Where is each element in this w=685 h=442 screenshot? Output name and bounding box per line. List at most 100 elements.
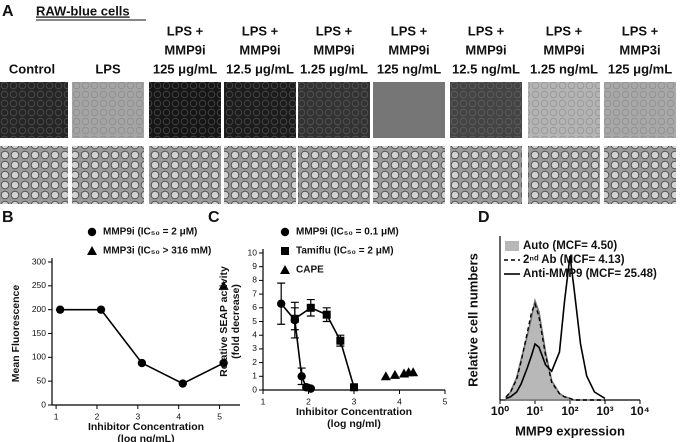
- legend-marker: [87, 246, 97, 255]
- point: [178, 379, 187, 388]
- legend-label: CAPE: [296, 265, 324, 276]
- column-label: LPS +: [622, 23, 659, 38]
- x-tick-label: 10²: [561, 404, 578, 418]
- line: [60, 308, 225, 385]
- y-tick-label: 8: [252, 275, 257, 285]
- micrograph-texture: [450, 82, 522, 138]
- x-axis-title: Inhibitor Concentration: [88, 421, 204, 433]
- y-axis-title: (fold decrease): [230, 284, 242, 359]
- column-label: 125 μg/mL: [608, 61, 672, 76]
- point: [336, 336, 345, 345]
- x-tick-label: 5: [443, 396, 448, 406]
- y-tick-label: 6: [252, 302, 257, 312]
- column-label: MMP3i: [619, 42, 660, 57]
- column-label: LPS +: [316, 23, 353, 38]
- x-tick-label: 5: [217, 411, 222, 421]
- legend-marker: [280, 265, 290, 274]
- y-tick-label: 200: [32, 304, 46, 314]
- column-label: LPS +: [167, 23, 204, 38]
- point: [380, 371, 391, 381]
- legend-marker: [87, 227, 97, 237]
- point: [322, 310, 331, 319]
- micrograph-texture: [528, 82, 600, 138]
- micrograph-texture: [604, 146, 676, 204]
- micrograph-texture: [528, 146, 600, 204]
- panel-letter: A: [2, 3, 14, 20]
- column-label: 1.25 ng/mL: [530, 61, 598, 76]
- point: [55, 305, 65, 314]
- column-label: LPS +: [391, 23, 428, 38]
- y-tick-label: 4: [252, 329, 257, 339]
- point: [277, 299, 286, 308]
- y-tick-label: 9: [252, 261, 257, 271]
- column-label: MMP9i: [543, 42, 584, 57]
- y-tick-label: 250: [32, 280, 46, 290]
- x-tick-label: 10¹: [526, 404, 543, 418]
- point: [408, 367, 419, 377]
- micrograph-texture: [373, 146, 445, 204]
- micrograph-texture: [373, 82, 445, 138]
- legend-label: MMP3i (IC₅₀ > 316 mM): [103, 246, 211, 257]
- x-tick-label: 10³: [596, 404, 613, 418]
- micrograph-texture: [72, 146, 144, 204]
- x-axis-title: (log ng/mL): [117, 433, 174, 442]
- x-tick-label: 1: [261, 396, 266, 406]
- column-label: MMP9i: [388, 42, 429, 57]
- micrograph-texture: [298, 82, 370, 138]
- micrograph-texture: [149, 82, 221, 138]
- panel-letter: D: [478, 209, 490, 226]
- column-label: MMP9i: [313, 42, 354, 57]
- column-label: Control: [9, 61, 55, 76]
- y-tick-label: 100: [32, 352, 46, 362]
- x-axis-title: Inhibitor Concentration: [296, 406, 412, 418]
- x-tick-label: 4: [397, 396, 402, 406]
- x-axis-title: (log ng/ml): [327, 418, 381, 430]
- y-axis-title: Mean Fluorescence: [10, 285, 22, 383]
- legend-label: Auto (MCF= 4.50): [523, 240, 617, 252]
- x-tick-label: 4: [176, 411, 181, 421]
- y-tick-label: 10: [248, 247, 258, 257]
- y-tick-label: 0: [41, 399, 46, 409]
- point: [290, 314, 299, 323]
- micrograph-texture: [224, 146, 296, 204]
- column-label: 12.5 μg/mL: [226, 61, 294, 76]
- y-tick-label: 2: [252, 357, 257, 367]
- panel-letter: C: [208, 209, 220, 226]
- x-axis-title: MMP9 expression: [515, 423, 625, 438]
- point: [297, 372, 306, 381]
- column-label: 125 μg/mL: [153, 61, 217, 76]
- line: [505, 255, 606, 400]
- x-tick-label: 3: [352, 396, 357, 406]
- y-tick-label: 300: [32, 256, 46, 266]
- legend-label: 2ⁿᵈ Ab (MCF= 4.13): [523, 254, 625, 266]
- y-axis-title: Relative cell numbers: [465, 253, 480, 387]
- point: [350, 383, 358, 392]
- column-label: 12.5 ng/mL: [452, 61, 520, 76]
- x-tick-label: 2: [95, 411, 100, 421]
- point: [306, 303, 315, 312]
- x-tick-label: 2: [306, 396, 311, 406]
- y-tick-label: 5: [252, 316, 257, 326]
- point: [218, 280, 229, 290]
- legend-label: MMP9i (IC₅₀ = 2 μM): [103, 227, 197, 238]
- y-axis-title: Relative SEAP activity: [218, 266, 230, 377]
- y-tick-label: 0: [252, 384, 257, 394]
- x-tick-label: 1: [54, 411, 59, 421]
- micrograph-texture: [298, 146, 370, 204]
- column-label: MMP9i: [465, 42, 506, 57]
- micrograph-texture: [149, 146, 221, 204]
- legend-label: Anti-MMP9 (MCF= 25.48): [523, 268, 657, 280]
- point: [137, 358, 147, 368]
- x-tick-label: 10⁰: [491, 404, 509, 418]
- legend-label: MMP9i (IC₅₀ = 0.1 μM): [296, 227, 399, 238]
- column-label: LPS +: [242, 23, 279, 38]
- column-label: MMP9i: [239, 42, 280, 57]
- column-label: LPS +: [468, 23, 505, 38]
- panel-title: RAW-blue cells: [36, 3, 130, 18]
- micrograph-texture: [72, 82, 144, 138]
- x-tick-label: 3: [135, 411, 140, 421]
- point: [389, 369, 400, 379]
- micrograph-texture: [450, 146, 522, 204]
- point: [219, 358, 228, 368]
